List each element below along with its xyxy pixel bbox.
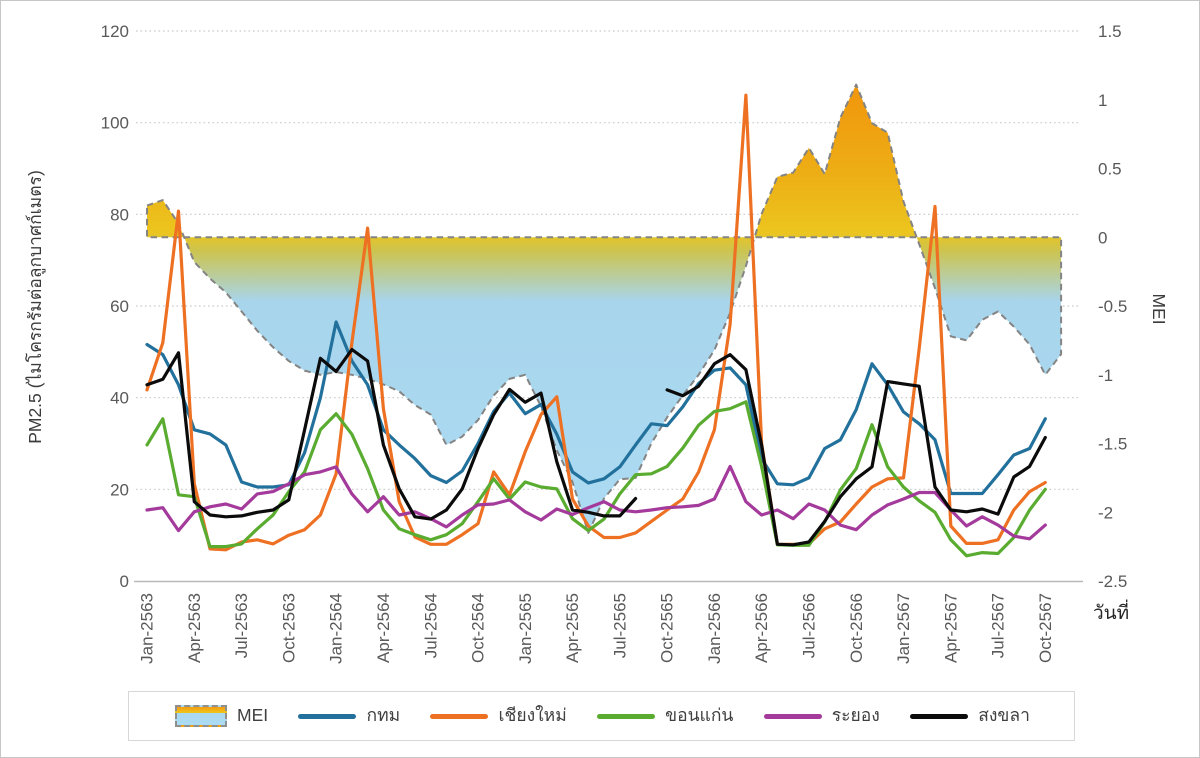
x-tick-label: Apr-2565	[563, 593, 582, 663]
y-right-tick: 0.5	[1098, 160, 1122, 179]
x-tick-label: Oct-2563	[279, 593, 298, 663]
y-left-tick: 20	[110, 480, 129, 499]
x-tick-label: Apr-2563	[185, 593, 204, 663]
y-right-tick: -1	[1098, 366, 1113, 385]
y-right-tick: 0	[1098, 228, 1107, 247]
x-tick-label: Jul-2565	[610, 593, 629, 658]
mei-area-boundary	[146, 83, 1063, 534]
legend-line-swatch	[763, 713, 822, 719]
y-right-tick: -2	[1098, 503, 1113, 522]
legend-line-swatch	[298, 713, 357, 719]
legend-item-songkhla[interactable]: สงขลา	[910, 707, 1030, 725]
y-right-tick: 1	[1098, 91, 1107, 110]
y-right-tick: 1.5	[1098, 22, 1122, 41]
series-line-khon-kaen[interactable]	[145, 400, 1047, 558]
x-tick-label: Jan-2564	[327, 593, 346, 664]
legend-line-swatch	[430, 713, 489, 719]
x-tick-label: Apr-2567	[941, 593, 960, 663]
x-tick-label: Apr-2564	[374, 593, 393, 663]
x-tick-label: Jan-2566	[705, 593, 724, 664]
x-tick-label: Oct-2567	[1036, 593, 1055, 663]
y-right-tick: -1.5	[1098, 435, 1127, 454]
pm25-mei-line-chart: 0 20 40 60 80 100 120 -2.5 -2 -1.5 -1 -0.5 0 0.5 1 1.5 J…	[25, 22, 1169, 664]
y-left-axis-title: PM2.5 (ไมโครกรัมต่อลูกบาศก์เมตร)	[25, 170, 46, 444]
legend-item-khon-kaen[interactable]: ขอนแก่น	[597, 707, 733, 725]
legend-label: กทม	[366, 705, 401, 726]
x-tick-label: Jul-2567	[989, 593, 1008, 658]
series-line-songkhla[interactable]	[145, 347, 1047, 547]
legend-label: สงขลา	[978, 705, 1030, 726]
x-tick-label: Oct-2564	[469, 593, 488, 663]
legend-item-mei[interactable]: MEI	[175, 705, 268, 727]
x-tick-label: Jan-2565	[516, 593, 535, 664]
legend-label: เชียงใหม่	[498, 705, 567, 726]
x-tick-label: Jul-2563	[232, 593, 251, 658]
y-left-tick: 120	[101, 22, 129, 41]
y-right-axis-title: MEI	[1149, 293, 1169, 324]
y-right-tick: -0.5	[1098, 297, 1127, 316]
x-tick-label: Jul-2564	[421, 593, 440, 658]
y-right-tick: -2.5	[1098, 572, 1127, 591]
x-tick-label: Oct-2565	[658, 593, 677, 663]
x-tick-label: Oct-2566	[847, 593, 866, 663]
y-left-tick: 60	[110, 297, 129, 316]
x-tick-label: Jan-2567	[894, 593, 913, 664]
legend-item-bangkok[interactable]: กทม	[298, 707, 400, 725]
x-tick-label: Jul-2566	[800, 593, 819, 658]
x-axis-title: วันที่	[1093, 599, 1129, 624]
y-left-tick: 100	[101, 114, 129, 133]
legend-label: ขอนแก่น	[665, 705, 734, 726]
legend-area-swatch	[175, 705, 227, 727]
y-left-tick: 0	[120, 572, 129, 591]
legend-item-rayong[interactable]: ระยอง	[763, 705, 880, 726]
legend-line-swatch	[910, 713, 969, 719]
x-tick-label: Jan-2563	[138, 593, 157, 664]
series-line-rayong[interactable]	[145, 464, 1047, 541]
mei-area[interactable]	[147, 84, 1062, 533]
x-tick-label: Apr-2566	[752, 593, 771, 663]
y-left-tick: 80	[110, 205, 129, 224]
legend: MEI กทม เชียงใหม่ ขอนแก่น ระยอง สงขลา	[128, 691, 1075, 741]
legend-label: MEI	[237, 705, 269, 726]
legend-label: ระยอง	[831, 705, 880, 726]
legend-line-swatch	[597, 713, 656, 719]
y-left-tick: 40	[110, 389, 129, 408]
legend-item-chiang-mai[interactable]: เชียงใหม่	[430, 705, 567, 726]
